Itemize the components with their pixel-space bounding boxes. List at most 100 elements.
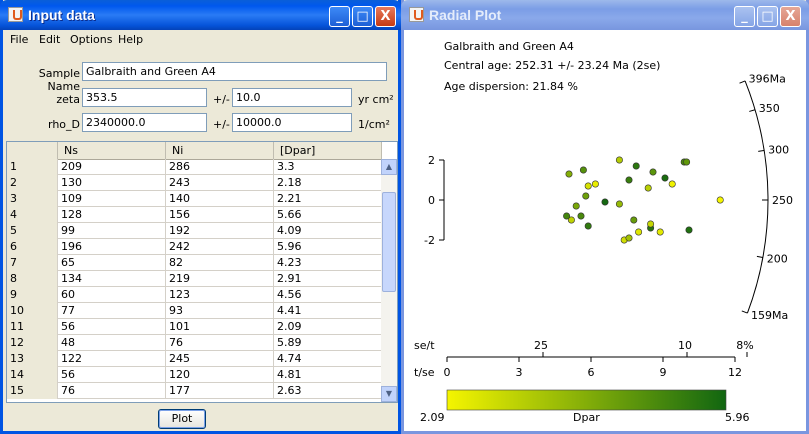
dpar-cell[interactable]: 2.21 [274,191,382,207]
dpar-cell[interactable]: 4.81 [274,367,382,383]
ns-cell[interactable]: 76 [58,383,166,399]
maximize-button[interactable]: □ [757,6,778,27]
dpar-cell[interactable]: 2.09 [274,319,382,335]
table-row[interactable]: 13 122 245 4.74 [7,351,382,367]
ns-cell[interactable]: 209 [58,159,166,175]
dpar-cell[interactable]: 4.23 [274,255,382,271]
table-row[interactable]: 11 56 101 2.09 [7,319,382,335]
minimize-button[interactable]: _ [734,6,755,27]
ns-cell[interactable]: 196 [58,239,166,255]
table-row[interactable]: 6 196 242 5.96 [7,239,382,255]
ni-cell[interactable]: 242 [166,239,274,255]
menu-options[interactable]: Options [70,33,113,46]
row-index[interactable]: 1 [7,159,58,175]
ni-cell[interactable]: 76 [166,335,274,351]
row-index[interactable]: 6 [7,239,58,255]
row-index[interactable]: 15 [7,383,58,399]
dpar-cell[interactable]: 4.56 [274,287,382,303]
maximize-button[interactable]: □ [352,6,373,27]
header-dpar[interactable]: [Dpar] [274,142,382,159]
input-window-titlebar[interactable]: Input data _ □ X [0,0,401,30]
header-ni[interactable]: Ni [166,142,274,159]
ni-cell[interactable]: 123 [166,287,274,303]
dpar-cell[interactable]: 4.09 [274,223,382,239]
ns-cell[interactable]: 60 [58,287,166,303]
row-index[interactable]: 3 [7,191,58,207]
dpar-cell[interactable]: 4.41 [274,303,382,319]
zeta-error-field[interactable]: 10.0 [232,88,352,107]
scroll-thumb[interactable] [382,192,396,292]
row-index[interactable]: 12 [7,335,58,351]
table-row[interactable]: 15 76 177 2.63 [7,383,382,399]
table-row[interactable]: 1 209 286 3.3 [7,159,382,175]
ni-cell[interactable]: 101 [166,319,274,335]
ns-cell[interactable]: 130 [58,175,166,191]
dpar-cell[interactable]: 3.3 [274,159,382,175]
ni-cell[interactable]: 177 [166,383,274,399]
plot-button[interactable]: Plot [158,409,206,429]
ni-cell[interactable]: 82 [166,255,274,271]
ni-cell[interactable]: 156 [166,207,274,223]
table-row[interactable]: 9 60 123 4.56 [7,287,382,303]
ni-cell[interactable]: 243 [166,175,274,191]
table-row[interactable]: 12 48 76 5.89 [7,335,382,351]
menu-edit[interactable]: Edit [39,33,61,46]
scroll-up-icon[interactable]: ▲ [381,159,397,175]
menu-file[interactable]: File [10,33,29,46]
dpar-cell[interactable]: 5.66 [274,207,382,223]
ns-cell[interactable]: 99 [58,223,166,239]
row-index[interactable]: 2 [7,175,58,191]
ns-cell[interactable]: 134 [58,271,166,287]
table-row[interactable]: 4 128 156 5.66 [7,207,382,223]
close-button[interactable]: X [375,6,396,27]
dpar-cell[interactable]: 4.74 [274,351,382,367]
ni-cell[interactable]: 140 [166,191,274,207]
table-row[interactable]: 10 77 93 4.41 [7,303,382,319]
table-row[interactable]: 8 134 219 2.91 [7,271,382,287]
ni-cell[interactable]: 93 [166,303,274,319]
row-index[interactable]: 5 [7,223,58,239]
row-index[interactable]: 7 [7,255,58,271]
ni-cell[interactable]: 120 [166,367,274,383]
scroll-down-icon[interactable]: ▼ [381,386,397,402]
row-index[interactable]: 14 [7,367,58,383]
ns-cell[interactable]: 128 [58,207,166,223]
ns-cell[interactable]: 77 [58,303,166,319]
ni-cell[interactable]: 219 [166,271,274,287]
row-index[interactable]: 13 [7,351,58,367]
dpar-cell[interactable]: 2.91 [274,271,382,287]
ni-cell[interactable]: 192 [166,223,274,239]
vertical-scrollbar[interactable]: ▲ ▼ [381,159,397,402]
rho-error-field[interactable]: 10000.0 [232,113,352,132]
table-row[interactable]: 7 65 82 4.23 [7,255,382,271]
dpar-cell[interactable]: 5.96 [274,239,382,255]
menu-help[interactable]: Help [118,33,144,46]
minimize-button[interactable]: _ [329,6,350,27]
ns-cell[interactable]: 109 [58,191,166,207]
row-index[interactable]: 9 [7,287,58,303]
ns-cell[interactable]: 65 [58,255,166,271]
dpar-cell[interactable]: 2.18 [274,175,382,191]
zeta-field[interactable]: 353.5 [82,88,207,107]
ns-cell[interactable]: 48 [58,335,166,351]
row-index[interactable]: 8 [7,271,58,287]
row-index[interactable]: 4 [7,207,58,223]
row-index[interactable]: 10 [7,303,58,319]
table-row[interactable]: 3 109 140 2.21 [7,191,382,207]
ns-cell[interactable]: 56 [58,319,166,335]
table-row[interactable]: 14 56 120 4.81 [7,367,382,383]
row-index[interactable]: 11 [7,319,58,335]
ns-cell[interactable]: 56 [58,367,166,383]
dpar-cell[interactable]: 2.63 [274,383,382,399]
close-button[interactable]: X [780,6,801,27]
header-ns[interactable]: Ns [58,142,166,159]
rho-field[interactable]: 2340000.0 [82,113,207,132]
dpar-cell[interactable]: 5.89 [274,335,382,351]
ns-cell[interactable]: 122 [58,351,166,367]
table-row[interactable]: 2 130 243 2.18 [7,175,382,191]
ni-cell[interactable]: 245 [166,351,274,367]
radial-window-titlebar[interactable]: Radial Plot _ □ X [401,0,809,30]
sample-name-field[interactable]: Galbraith and Green A4 [82,62,387,81]
ni-cell[interactable]: 286 [166,159,274,175]
table-row[interactable]: 5 99 192 4.09 [7,223,382,239]
